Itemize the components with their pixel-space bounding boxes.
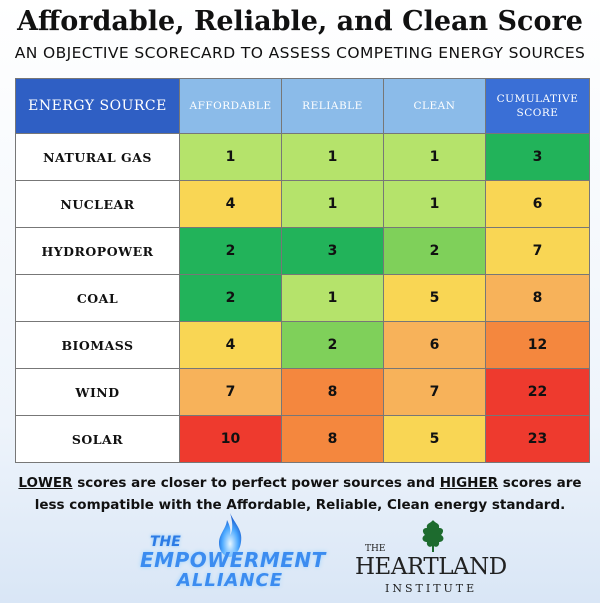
reliable-score-cell: 8 xyxy=(281,415,384,463)
table-row: NATURAL GAS 1 1 1 3 xyxy=(15,133,590,181)
reliable-score-cell: 1 xyxy=(281,274,384,322)
table-body: NATURAL GAS 1 1 1 3 NUCLEAR 4 1 1 6 HYDROPOWER 2 3 2 7… xyxy=(15,133,590,463)
cumulative-score-cell: 3 xyxy=(485,133,590,181)
table-row: SOLAR 10 8 5 23 xyxy=(15,415,590,463)
oak-leaf-icon xyxy=(422,520,444,552)
reliable-score-cell: 1 xyxy=(281,180,384,228)
header-clean: CLEAN xyxy=(383,78,486,134)
energy-source-cell: COAL xyxy=(15,274,180,322)
table-row: BIOMASS 4 2 6 12 xyxy=(15,321,590,369)
clean-score-cell: 2 xyxy=(383,227,486,275)
footnote: LOWER scores are closer to perfect power… xyxy=(10,472,590,516)
footnote-part1: scores are closer to perfect power sourc… xyxy=(72,475,440,491)
empowerment-the: THE xyxy=(150,534,181,550)
reliable-score-cell: 8 xyxy=(281,368,384,416)
table-row: NUCLEAR 4 1 1 6 xyxy=(15,180,590,228)
table-header-row: ENERGY SOURCE AFFORDABLE RELIABLE CLEAN … xyxy=(15,78,590,134)
header-cumulative-text: CUMULATIVE SCORE xyxy=(496,93,579,119)
footnote-part2: scores are less compatible with the Affo… xyxy=(34,475,582,513)
header-reliable: RELIABLE xyxy=(281,78,384,134)
affordable-score-cell: 7 xyxy=(179,368,282,416)
flame-icon xyxy=(219,513,242,557)
cumulative-score-cell: 7 xyxy=(485,227,590,275)
table-row: WIND 7 8 7 22 xyxy=(15,368,590,416)
energy-source-cell: NUCLEAR xyxy=(15,180,180,228)
clean-score-cell: 1 xyxy=(383,133,486,181)
empowerment-main: EMPOWERMENT xyxy=(140,548,326,572)
affordable-score-cell: 4 xyxy=(179,321,282,369)
footnote-lower: LOWER xyxy=(18,475,73,491)
affordable-score-cell: 2 xyxy=(179,227,282,275)
clean-score-cell: 7 xyxy=(383,368,486,416)
reliable-score-cell: 2 xyxy=(281,321,384,369)
heartland-institute-logo: THE HEARTLAND INSTITUTE xyxy=(355,518,507,598)
scorecard-table: ENERGY SOURCE AFFORDABLE RELIABLE CLEAN … xyxy=(15,78,590,463)
cumulative-score-cell: 23 xyxy=(485,415,590,463)
affordable-score-cell: 10 xyxy=(179,415,282,463)
affordable-score-cell: 4 xyxy=(179,180,282,228)
cumulative-score-cell: 12 xyxy=(485,321,590,369)
energy-source-cell: HYDROPOWER xyxy=(15,227,180,275)
table-row: COAL 2 1 5 8 xyxy=(15,274,590,322)
table-row: HYDROPOWER 2 3 2 7 xyxy=(15,227,590,275)
header-cumulative-score: CUMULATIVE SCORE xyxy=(485,78,590,134)
header-energy-source: ENERGY SOURCE xyxy=(15,78,180,134)
empowerment-sub: ALLIANCE xyxy=(176,570,284,591)
cumulative-score-cell: 6 xyxy=(485,180,590,228)
header-affordable: AFFORDABLE xyxy=(179,78,282,134)
affordable-score-cell: 1 xyxy=(179,133,282,181)
clean-score-cell: 5 xyxy=(383,274,486,322)
heartland-the: THE xyxy=(365,544,386,554)
energy-source-cell: SOLAR xyxy=(15,415,180,463)
empowerment-alliance-logo: THE EMPOWERMENT ALLIANCE xyxy=(140,512,326,592)
affordable-score-cell: 2 xyxy=(179,274,282,322)
clean-score-cell: 1 xyxy=(383,180,486,228)
footnote-higher: HIGHER xyxy=(439,475,499,491)
clean-score-cell: 6 xyxy=(383,321,486,369)
clean-score-cell: 5 xyxy=(383,415,486,463)
page-title: Affordable, Reliable, and Clean Score xyxy=(17,6,583,37)
energy-source-cell: WIND xyxy=(15,368,180,416)
cumulative-score-cell: 22 xyxy=(485,368,590,416)
cumulative-score-cell: 8 xyxy=(485,274,590,322)
heartland-name: HEARTLAND xyxy=(355,554,507,580)
reliable-score-cell: 1 xyxy=(281,133,384,181)
heartland-institute: INSTITUTE xyxy=(385,582,478,595)
page-subtitle: AN OBJECTIVE SCORECARD TO ASSESS COMPETI… xyxy=(14,44,586,62)
reliable-score-cell: 3 xyxy=(281,227,384,275)
energy-source-cell: NATURAL GAS xyxy=(15,133,180,181)
energy-source-cell: BIOMASS xyxy=(15,321,180,369)
